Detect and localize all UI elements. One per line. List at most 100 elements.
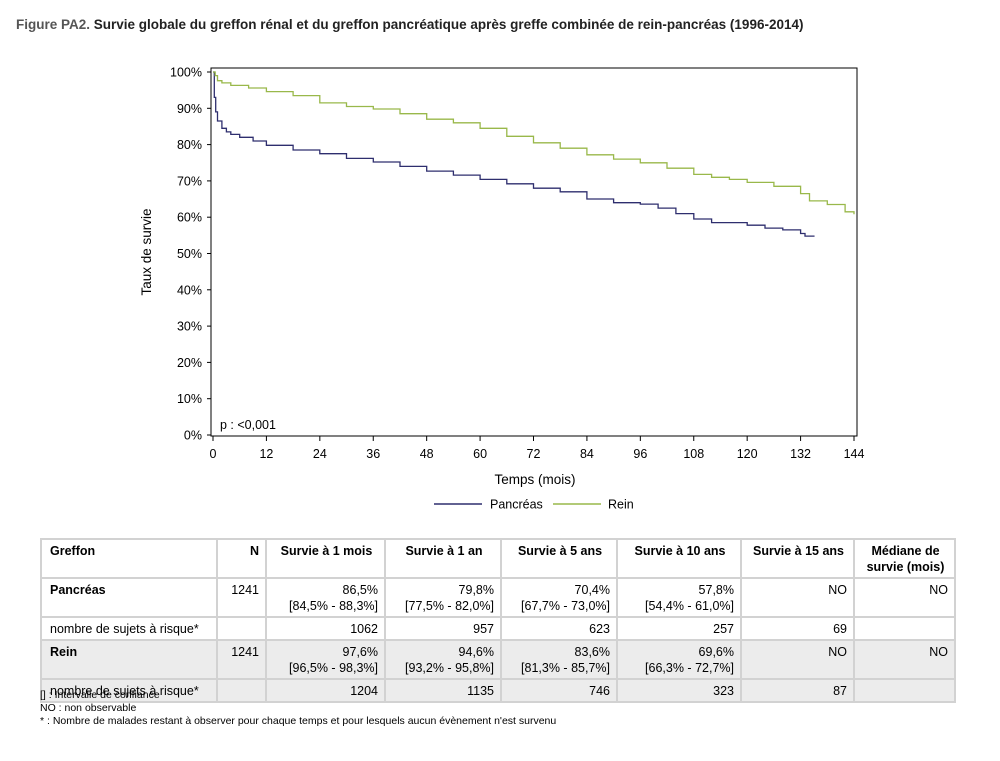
cell-risk: 1135: [384, 678, 502, 703]
footnote-no: NO : non observable: [40, 702, 137, 714]
survival-chart: 0% 10% 20% 30% 40% 50% 60% 70% 80% 90% 100% 0 12 24 3…: [139, 66, 865, 512]
cell-survie: NO: [740, 577, 855, 618]
survie-value: 79,8%: [458, 583, 494, 597]
table-row-risk-pancreas: nombre de sujets à risque* 1062 957 623 …: [40, 616, 956, 641]
confidence-interval: [84,5% - 88,3%]: [289, 599, 378, 613]
figure-label: Figure PA2.: [16, 17, 91, 32]
figure-title: Figure PA2. Survie globale du greffon ré…: [16, 17, 803, 32]
confidence-interval: [96,5% - 98,3%]: [289, 661, 378, 675]
x-tick-label: 96: [633, 447, 647, 461]
y-tick-label: 70%: [177, 174, 202, 188]
y-tick-label: 10%: [177, 392, 202, 406]
series-line-rein: [213, 71, 855, 215]
survie-value: 86,5%: [342, 583, 378, 597]
header-survie-5-ans: Survie à 5 ans: [500, 538, 618, 579]
survie-value: 83,6%: [574, 645, 610, 659]
y-tick-label: 50%: [177, 247, 202, 261]
survie-value: 94,6%: [458, 645, 494, 659]
legend-label: Rein: [608, 498, 634, 512]
p-value-annotation: p : <0,001: [220, 418, 276, 432]
x-tick-label: 0: [210, 447, 217, 461]
cell-risk: 957: [384, 616, 502, 641]
cell-risk-label: nombre de sujets à risque*: [40, 616, 218, 641]
survie-value: NO: [828, 583, 847, 597]
header-survie-15-ans: Survie à 15 ans: [740, 538, 855, 579]
header-survie-10-ans: Survie à 10 ans: [616, 538, 742, 579]
y-tick-label: 20%: [177, 356, 202, 370]
cell-risk: 1062: [265, 616, 386, 641]
x-tick-label: 48: [420, 447, 434, 461]
cell-risk: 746: [500, 678, 618, 703]
y-tick-label: 80%: [177, 138, 202, 152]
cell-greffon: Rein: [40, 639, 218, 680]
confidence-interval: [93,2% - 95,8%]: [405, 661, 494, 675]
results-table: Greffon N Survie à 1 mois Survie à 1 an …: [40, 538, 956, 703]
y-tick-label: 90%: [177, 102, 202, 116]
table-row-risk-rein: nombre de sujets à risque* 1204 1135 746…: [40, 678, 956, 703]
cell-n: 1241: [216, 639, 267, 680]
footnotes: [] : Intervalle de confiance NO : non ob…: [40, 689, 556, 728]
header-greffon: Greffon: [40, 538, 218, 579]
cell-greffon: Pancréas: [40, 577, 218, 618]
confidence-interval: [81,3% - 85,7%]: [521, 661, 610, 675]
cell-survie: 79,8% [77,5% - 82,0%]: [384, 577, 502, 618]
x-axis-label: Temps (mois): [494, 472, 575, 487]
legend-label: Pancréas: [490, 498, 543, 512]
x-tick-label: 72: [527, 447, 541, 461]
cell-risk: 623: [500, 616, 618, 641]
plot-frame: [210, 67, 858, 437]
cell-survie: 57,8% [54,4% - 61,0%]: [616, 577, 742, 618]
cell-median: NO: [853, 577, 956, 618]
x-tick-label: 84: [580, 447, 594, 461]
header-survie-1-mois: Survie à 1 mois: [265, 538, 386, 579]
x-tick-label: 36: [366, 447, 380, 461]
cell-risk: 257: [616, 616, 742, 641]
cell-survie: NO: [740, 639, 855, 680]
x-tick-label: 144: [844, 447, 865, 461]
cell-risk: 1204: [265, 678, 386, 703]
header-survie-1-an: Survie à 1 an: [384, 538, 502, 579]
confidence-interval: [54,4% - 61,0%]: [645, 599, 734, 613]
footnote-risk: * : Nombre de malades restant à observer…: [40, 715, 557, 727]
survie-value: 70,4%: [574, 583, 610, 597]
x-axis: 0 12 24 36 48 60 72 84 96 108 120 132 144: [210, 436, 865, 461]
cell-n: 1241: [216, 577, 267, 618]
cell-survie: 86,5% [84,5% - 88,3%]: [265, 577, 386, 618]
cell-empty: [216, 616, 267, 641]
cell-risk: 87: [740, 678, 855, 703]
confidence-interval: [77,5% - 82,0%]: [405, 599, 494, 613]
y-tick-label: 100%: [170, 66, 202, 80]
cell-empty: [853, 678, 956, 703]
cell-risk-label: nombre de sujets à risque*: [40, 678, 218, 703]
series-line-pancras: [213, 71, 815, 237]
confidence-interval: [66,3% - 72,7%]: [645, 661, 734, 675]
survie-value: 69,6%: [698, 645, 734, 659]
x-tick-label: 132: [790, 447, 811, 461]
x-tick-label: 24: [313, 447, 327, 461]
header-mediane: Médiane de survie (mois): [853, 538, 956, 579]
cell-survie: 69,6% [66,3% - 72,7%]: [616, 639, 742, 680]
table-row-pancreas: Pancréas 1241 86,5% [84,5% - 88,3%] 79,8%…: [40, 577, 956, 618]
cell-survie: 70,4% [67,7% - 73,0%]: [500, 577, 618, 618]
cell-risk: 69: [740, 616, 855, 641]
y-tick-label: 0%: [184, 429, 202, 443]
cell-median: NO: [853, 639, 956, 680]
cell-survie: 83,6% [81,3% - 85,7%]: [500, 639, 618, 680]
y-axis-label: Taux de survie: [139, 208, 154, 295]
y-axis: 0% 10% 20% 30% 40% 50% 60% 70% 80% 90% 100%: [170, 66, 211, 443]
survie-value: 97,6%: [342, 645, 378, 659]
survie-value: NO: [828, 645, 847, 659]
x-tick-label: 12: [259, 447, 273, 461]
x-tick-label: 120: [737, 447, 758, 461]
y-tick-label: 30%: [177, 320, 202, 334]
cell-empty: [853, 616, 956, 641]
y-tick-label: 40%: [177, 283, 202, 297]
cell-empty: [216, 678, 267, 703]
footnote-ci: [] : Intervalle de confiance: [40, 689, 160, 701]
header-n: N: [216, 538, 267, 579]
cell-survie: 97,6% [96,5% - 98,3%]: [265, 639, 386, 680]
cell-survie: 94,6% [93,2% - 95,8%]: [384, 639, 502, 680]
x-tick-label: 108: [683, 447, 704, 461]
x-tick-label: 60: [473, 447, 487, 461]
figure-title-text: Survie globale du greffon rénal et du gr…: [93, 17, 804, 32]
